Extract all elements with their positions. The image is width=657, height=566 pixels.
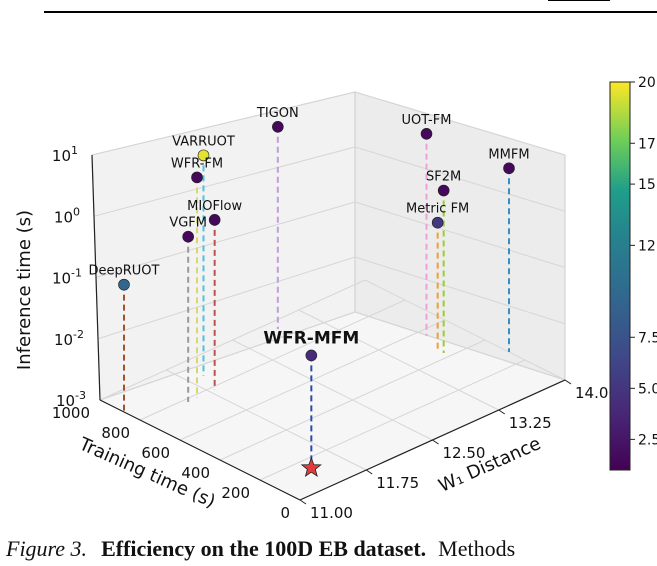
y-tick-label: 400 xyxy=(181,464,210,482)
point-label: VARRUOT xyxy=(172,134,235,149)
point-label: MIOFlow xyxy=(187,199,242,214)
y-gridline xyxy=(259,359,526,481)
x-tick-label: 11.75 xyxy=(376,474,419,492)
point-marker xyxy=(305,349,318,362)
colorbar-tick-label: 12 xyxy=(638,238,656,254)
z-gridline xyxy=(97,256,356,340)
point-label: WFR-FM xyxy=(171,156,223,171)
caption-rest: Methods xyxy=(438,536,516,561)
x-gridline xyxy=(166,369,367,471)
point-marker xyxy=(272,121,284,133)
x-gridline xyxy=(364,279,566,381)
colorbar-tick-label: 7.5 xyxy=(638,330,657,346)
point-label: VGFM xyxy=(169,216,207,231)
x-tick-label: 12.50 xyxy=(443,444,486,462)
z-tick-exponent: -1 xyxy=(71,267,82,280)
colorbar-tick-label: 17 xyxy=(638,136,656,152)
z-tick-label: 10-2 xyxy=(54,328,84,349)
point-marker xyxy=(118,278,130,291)
colorbar-tick-label: 20 xyxy=(638,75,656,91)
z-gridline xyxy=(93,146,356,217)
point-marker xyxy=(503,162,515,175)
x-gridline xyxy=(232,339,433,441)
colorbar: 2.5 5.0 7.5 12 15 17 20 xyxy=(609,75,657,471)
point-marker xyxy=(208,214,221,226)
figure-caption: Figure 3. Efficiency on the 100D EB datas… xyxy=(6,536,657,562)
x-tick-label: 11.00 xyxy=(310,504,353,522)
point-marker xyxy=(437,184,450,197)
z-gridline-right xyxy=(354,91,566,156)
colorbar-tick-label: 2.5 xyxy=(638,432,657,448)
x-tick-mark xyxy=(432,439,439,445)
point-label: MMFM xyxy=(488,147,529,162)
axis-ticks: 11.0011.7512.5013.2514.00020040060080010… xyxy=(52,144,618,522)
z-tick-label: 100 xyxy=(54,205,80,226)
caption-title: Efficiency on the 100D EB dataset. xyxy=(101,536,427,561)
z-gridline-right xyxy=(354,311,566,381)
z-gridline-right xyxy=(354,256,566,325)
y-gridline xyxy=(99,279,366,401)
x-tick-mark xyxy=(299,499,307,505)
point-label: WFR-MFM xyxy=(263,328,359,348)
point-marker xyxy=(182,230,194,243)
y-tick-label: 200 xyxy=(221,484,250,502)
z-tick-exponent: 0 xyxy=(73,205,80,218)
y-tick-label: 1000 xyxy=(52,404,90,422)
x-tick-mark xyxy=(564,379,572,385)
z-gridline xyxy=(95,201,356,278)
z-tick-exponent: -2 xyxy=(73,328,84,341)
z-tick-label: 101 xyxy=(52,144,78,165)
z-tick-exponent: -3 xyxy=(75,389,86,402)
y-gridline xyxy=(179,319,446,441)
z-tick-exponent: 1 xyxy=(71,144,78,157)
y-tick-label: 600 xyxy=(141,444,170,462)
point-marker xyxy=(420,128,433,140)
point-marker xyxy=(431,216,444,229)
point-marker xyxy=(191,171,203,184)
point-label: DeepRUOT xyxy=(89,264,160,279)
x-tick-mark xyxy=(498,409,506,415)
x-gridline xyxy=(298,309,499,411)
caption-label: Figure 3. xyxy=(6,536,88,561)
z-gridline xyxy=(91,91,356,156)
data-points: VARRUOT TIGON UOT-FM MMFM SF2M Metric FM WFR-F… xyxy=(89,106,530,478)
highlight-star xyxy=(300,456,322,478)
y-tick-label: 800 xyxy=(101,424,130,442)
y-gridline xyxy=(139,299,406,421)
x-tick-mark xyxy=(365,469,373,475)
z-gridline-right xyxy=(354,201,566,268)
x-tick-label: 13.25 xyxy=(509,414,552,432)
z-gridline xyxy=(99,311,356,401)
point-marker xyxy=(197,149,210,162)
point-label: SF2M xyxy=(426,169,461,184)
z-axis-label: Inference time (s) xyxy=(14,210,35,370)
top-rule-short xyxy=(548,0,610,1)
y-gridline xyxy=(219,339,486,461)
point-label: TIGON xyxy=(256,106,299,121)
top-rule xyxy=(44,11,657,13)
x-axis-label: W₁ Distance xyxy=(435,433,544,497)
colorbar-tick-label: 15 xyxy=(638,177,656,193)
colorbar-tick-label: 5.0 xyxy=(638,381,657,397)
point-label: Metric FM xyxy=(406,202,469,217)
z-tick-label: 10-1 xyxy=(52,267,82,288)
y-tick-label: 0 xyxy=(280,504,290,522)
z-gridline-right xyxy=(354,146,566,212)
point-label: UOT-FM xyxy=(402,113,452,128)
x-tick-label: 14.00 xyxy=(575,384,618,402)
